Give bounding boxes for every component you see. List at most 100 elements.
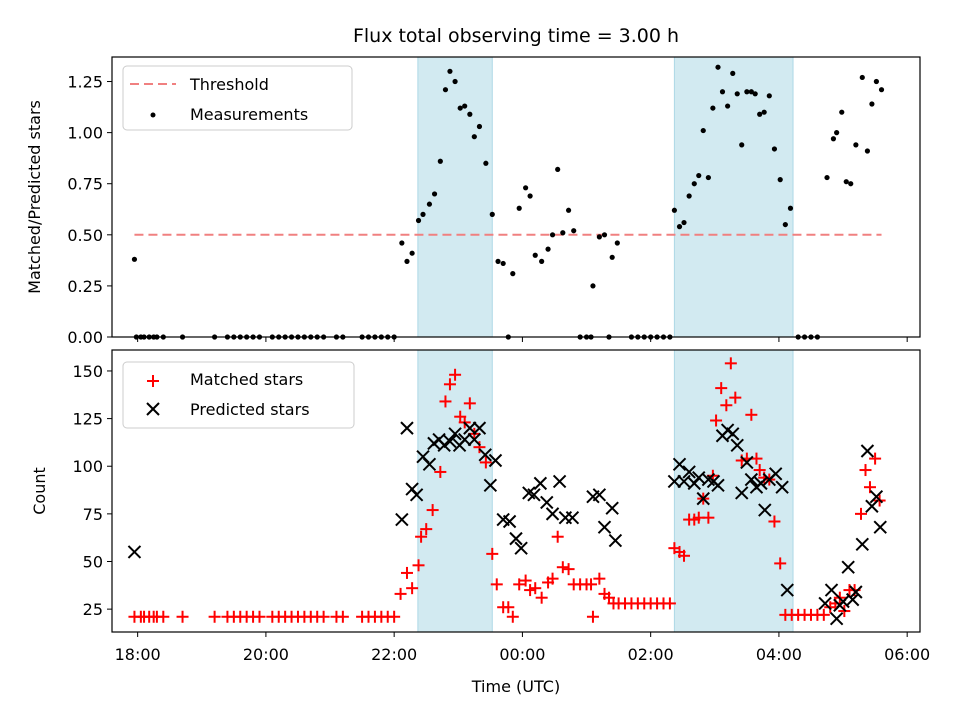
matched-star-point <box>420 523 433 536</box>
x-tick-label: 22:00 <box>371 645 417 664</box>
matched-star-point <box>394 587 407 600</box>
legend-predicted-swatch <box>146 402 160 416</box>
measurement-point <box>426 201 433 207</box>
x-axis-label: Time (UTC) <box>471 677 560 696</box>
measurements-series <box>131 64 885 340</box>
legend-predicted-label: Predicted stars <box>190 400 310 419</box>
matched-star-point <box>400 566 413 579</box>
predicted-star-point <box>780 583 794 597</box>
measurement-point <box>571 228 577 234</box>
predicted-star-point <box>467 432 482 447</box>
matched-star-point <box>176 610 189 623</box>
predicted-star-point <box>682 465 696 479</box>
measurement-point <box>495 258 501 264</box>
predicted-star-point <box>873 520 887 534</box>
matched-star-point <box>855 507 868 520</box>
ratio-y-axis-label: Matched/Predicted stars <box>25 100 44 294</box>
measurement-point <box>766 93 772 99</box>
predicted-star-point <box>597 520 612 534</box>
measurement-point <box>739 142 745 148</box>
measurement-point <box>555 166 561 173</box>
matched-star-point <box>317 610 330 623</box>
matched-star-point <box>720 399 733 412</box>
measurement-point <box>462 103 468 109</box>
measurement-point <box>510 271 516 277</box>
predicted-star-point <box>483 478 498 492</box>
matched-star-point <box>817 608 830 621</box>
observing-window <box>417 56 493 338</box>
measurement-point <box>471 134 477 140</box>
matched-star-point <box>490 578 503 591</box>
ratio-x-ticks <box>137 337 908 342</box>
matched-star-point <box>443 378 456 391</box>
predicted-star-point <box>488 453 503 468</box>
predicted-star-point <box>457 432 472 447</box>
legend-matched-swatch <box>147 375 159 387</box>
measurement-point <box>824 174 830 181</box>
predicted-star-point <box>502 514 517 529</box>
x-tick-label: 20:00 <box>243 645 289 664</box>
predicted-star-point <box>758 503 772 517</box>
y-tick-label: 25 <box>83 600 103 619</box>
measurement-point <box>757 111 763 117</box>
measurement-point <box>523 185 529 191</box>
matched-star-point <box>336 610 349 623</box>
y-tick-label: 1.00 <box>67 124 103 143</box>
matched-star-point <box>585 578 598 591</box>
matched-star-point <box>502 601 515 614</box>
matched-star-point <box>208 610 221 623</box>
observing-window <box>417 349 493 633</box>
matched-star-point <box>426 504 439 517</box>
measurement-point <box>719 89 726 95</box>
measurement-point <box>447 68 453 74</box>
legend-measurements-label: Measurements <box>190 105 308 124</box>
predicted-star-point <box>509 531 523 546</box>
predicted-star-point <box>592 488 607 502</box>
measurement-point <box>787 205 794 211</box>
measurement-point <box>848 181 854 187</box>
predicted-star-point <box>514 541 528 555</box>
measurement-point <box>614 240 620 246</box>
matched-star-point <box>486 547 499 560</box>
measurement-point <box>527 193 533 199</box>
predicted-star-point <box>754 476 768 491</box>
matched-star-point <box>157 610 170 623</box>
matched-star-point <box>519 574 532 587</box>
x-tick-label: 18:00 <box>115 645 161 664</box>
measurement-point <box>409 250 415 256</box>
matched-star-point <box>253 610 266 623</box>
measurement-point <box>467 111 473 117</box>
measurement-point <box>843 179 849 185</box>
predicted-star-point <box>552 474 567 489</box>
measurement-point <box>500 260 506 267</box>
measurement-point <box>676 224 683 230</box>
measurement-point <box>715 64 721 70</box>
measurement-point <box>752 91 758 97</box>
predicted-star-point <box>127 545 142 559</box>
measurement-point <box>686 193 692 199</box>
measurement-point <box>549 232 556 238</box>
measurement-point <box>777 177 783 183</box>
measurement-point <box>431 191 438 197</box>
matched-star-point <box>715 382 728 395</box>
y-tick-label: 0.00 <box>67 328 103 347</box>
measurement-point <box>457 105 463 111</box>
y-tick-label: 150 <box>72 362 103 381</box>
measurement-point <box>399 240 405 246</box>
counts-x-ticks: 18:00 20:00 22:00 00:00 02:00 04:00 06:00 <box>115 632 930 664</box>
measurement-point <box>437 158 443 164</box>
measurement-point <box>710 105 716 111</box>
matched-star-point <box>513 578 526 591</box>
predicted-star-point <box>672 457 687 472</box>
legend-measurements-swatch <box>150 112 156 118</box>
counts-legend-box <box>122 361 355 429</box>
matched-star-point <box>406 582 419 595</box>
y-tick-label: 0.50 <box>67 226 103 245</box>
matched-star-point <box>859 464 872 477</box>
matched-star-point <box>551 530 564 543</box>
matched-star-point <box>768 515 781 528</box>
ratio-legend-box <box>122 65 353 131</box>
predicted-star-point <box>443 434 457 449</box>
measurement-point <box>761 109 767 115</box>
